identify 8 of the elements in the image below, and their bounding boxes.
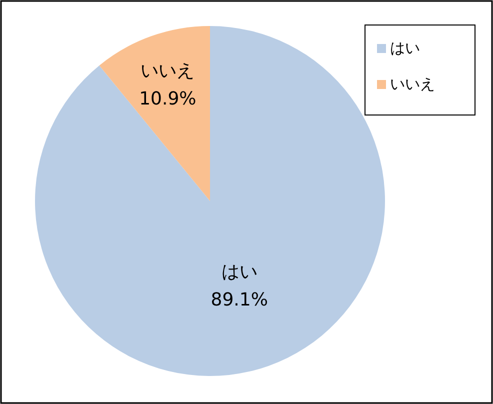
- slice-label: いいえ: [140, 60, 195, 82]
- data-label: 10.9%: [139, 88, 196, 110]
- legend-label: いいえ: [390, 75, 435, 93]
- pie-slice: [99, 26, 210, 201]
- data-label: 89.1%: [210, 289, 268, 310]
- pie-slice: [35, 26, 385, 376]
- legend-label: はい: [390, 39, 420, 57]
- slice-label: はい: [221, 261, 258, 282]
